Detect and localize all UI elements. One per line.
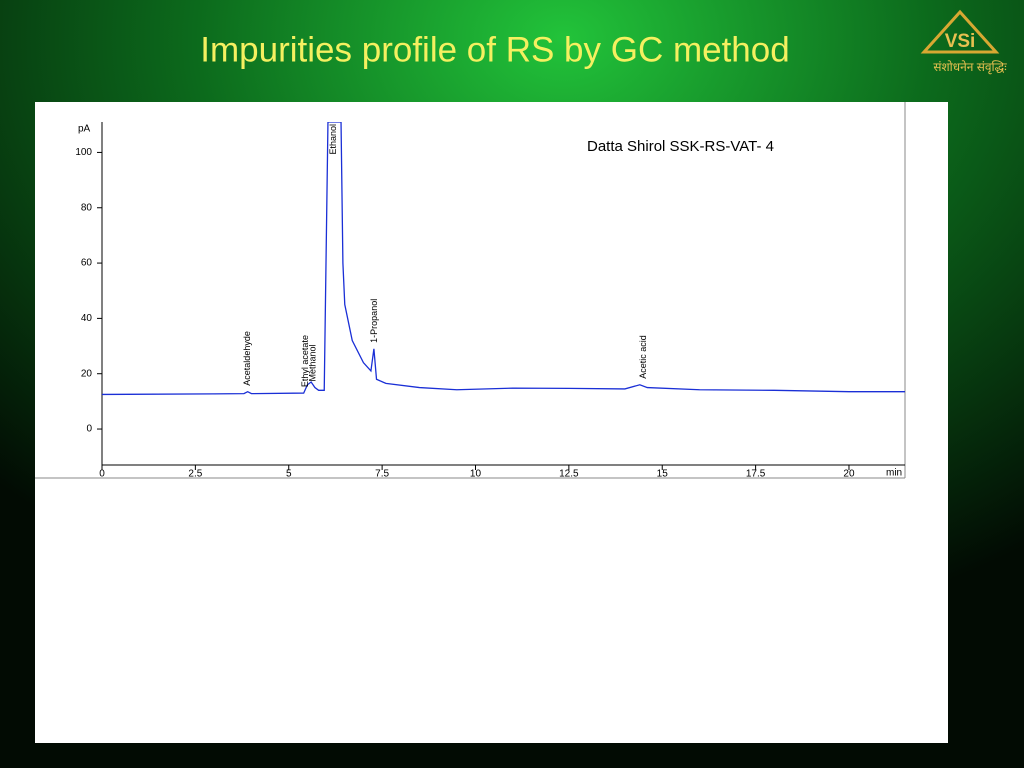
chromatogram-line	[102, 122, 905, 396]
x-tick-label: 10	[470, 469, 482, 480]
y-axis-label: pA	[78, 124, 91, 135]
y-tick-label: 0	[86, 424, 92, 435]
x-tick-label: 7.5	[375, 469, 389, 480]
peak-label: Acetic acid	[638, 335, 648, 379]
logo-motto: संशोधनेन संवृद्धिः	[933, 60, 1007, 75]
y-tick-label: 20	[81, 368, 93, 379]
peak-label: Acetaldehyde	[242, 331, 252, 386]
logo-mark: VSi	[945, 31, 976, 52]
logo: VSi संशोधनेन संवृद्धिः	[920, 9, 1007, 75]
y-tick-label: 60	[81, 258, 93, 269]
y-tick-label: 80	[81, 202, 93, 213]
plot-area	[102, 122, 905, 396]
x-tick-label: 2.5	[188, 469, 202, 480]
x-tick-label: 15	[657, 469, 669, 480]
chart-title: Datta Shirol SSK-RS-VAT- 4	[587, 138, 774, 155]
peak-label: Ethanol	[328, 124, 338, 155]
slide-title: Impurities profile of RS by GC method	[200, 30, 789, 69]
x-tick-label: 0	[99, 469, 105, 480]
logo-triangle	[920, 9, 1000, 54]
x-tick-label: 20	[843, 469, 855, 480]
x-tick-label: 17.5	[746, 469, 766, 480]
x-axis-label: min	[886, 468, 902, 479]
peak-label: Methanol	[307, 345, 317, 382]
x-tick-label: 5	[286, 469, 292, 480]
peak-label: 1-Propanol	[369, 299, 379, 343]
peak-label: Ethyl acetate	[300, 335, 310, 387]
y-tick-label: 100	[75, 147, 92, 158]
chart-panel	[35, 102, 948, 743]
y-tick-label: 40	[81, 313, 93, 324]
x-tick-label: 12.5	[559, 469, 579, 480]
